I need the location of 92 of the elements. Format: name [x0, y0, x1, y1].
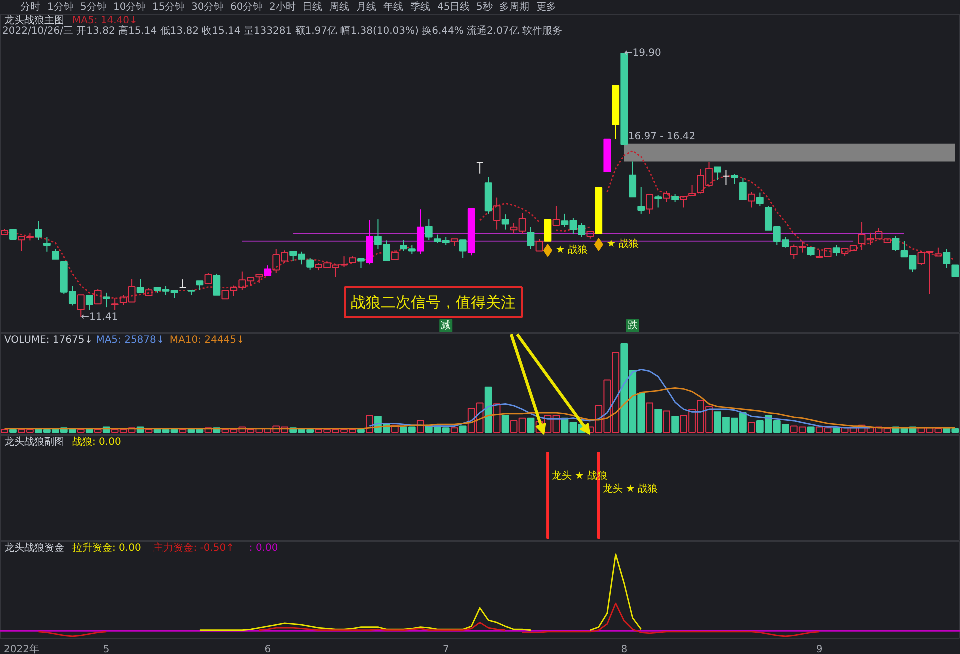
- text: 周线: [330, 1, 350, 13]
- candlestick: [952, 264, 960, 278]
- chart-title: 龙头战狼资金: [4, 542, 64, 554]
- candlestick: [629, 161, 637, 198]
- candlestick: [86, 295, 94, 311]
- candlestick: [552, 206, 560, 226]
- candlestick: [102, 292, 110, 308]
- x-tick-label: 9: [816, 644, 823, 654]
- annotation: ←19.90: [624, 48, 662, 59]
- bar: [493, 404, 501, 433]
- candlestick: [358, 258, 365, 269]
- bar: [807, 426, 815, 433]
- text: 10分钟: [114, 1, 146, 13]
- text: MA5: 25878↓: [96, 335, 165, 346]
- candlestick: [94, 288, 102, 305]
- data-label: 跌: [628, 319, 638, 332]
- text: 季线: [410, 1, 430, 13]
- text: 拉升资金: 0.00: [72, 542, 142, 554]
- candlestick: [476, 162, 484, 174]
- candlestick: [740, 178, 747, 200]
- chart-title: 龙头战狼副图: [4, 436, 64, 448]
- chart-subtitle: 2022/10/26/三 开13.82 高15.14 低13.82 收15.14 量133281 额1.97亿 幅1.38(10.03%) 换6.44% 流通2.07亿 软件服务: [2, 25, 562, 37]
- text: 月线: [356, 1, 376, 13]
- bar: [366, 415, 374, 433]
- text: 年线: [384, 1, 404, 13]
- bar: [832, 428, 840, 433]
- x-tick-label: 2022年: [4, 644, 40, 654]
- data-label: 减: [441, 319, 452, 332]
- candlestick: [196, 280, 204, 291]
- bar: [145, 429, 153, 433]
- text: 多周期: [500, 1, 530, 13]
- text: 60分钟: [230, 1, 264, 13]
- candlestick: [544, 219, 552, 242]
- bar: [672, 416, 679, 433]
- candlestick: [612, 85, 620, 140]
- bar: [748, 422, 756, 433]
- series-label: 16.97 - 16.42: [628, 132, 696, 143]
- text: MA10: 24445↓: [170, 335, 245, 346]
- text: 45日线: [438, 1, 470, 13]
- data-label: ★ 战狼: [556, 244, 588, 256]
- bar: [450, 428, 458, 433]
- text: 2小时: [270, 1, 296, 13]
- bar: [86, 429, 94, 433]
- text: 30分钟: [192, 1, 224, 13]
- candlestick: [595, 187, 603, 234]
- candlestick: [10, 229, 17, 240]
- x-tick-label: 8: [621, 644, 628, 654]
- candlestick: [450, 238, 458, 247]
- text: 分时: [20, 1, 40, 13]
- candlestick: [680, 196, 688, 208]
- bar: [654, 408, 662, 433]
- text: 日线: [302, 1, 322, 13]
- candlestick: [264, 265, 272, 276]
- bar: [1, 429, 8, 433]
- candlestick: [111, 298, 119, 311]
- x-tick-label: 6: [264, 644, 272, 654]
- bar: [502, 415, 510, 433]
- candlestick: [756, 192, 764, 207]
- x-tick-label: 7: [442, 644, 450, 654]
- bar: [10, 429, 17, 433]
- candlestick: [714, 166, 722, 181]
- chart-title: 龙头战狼主图: [4, 14, 64, 26]
- bar: [459, 426, 467, 433]
- bar: [77, 429, 85, 433]
- text: 主力资金: -0.50↑: [154, 542, 235, 554]
- candlestick: [604, 138, 612, 172]
- text: 5分钟: [80, 1, 107, 13]
- text: 1分钟: [48, 1, 74, 13]
- candlestick: [179, 279, 187, 288]
- bar: [94, 429, 102, 433]
- bar: [663, 410, 670, 433]
- text: MA5: 14.40↓: [72, 16, 138, 26]
- bar: [416, 420, 424, 433]
- bar: [358, 429, 365, 433]
- text: 战狼: 0.00: [72, 436, 122, 448]
- ref-line-label: : 0.00: [249, 543, 278, 554]
- annotation: 龙头 ★ 战狼: [602, 483, 658, 496]
- bar: [204, 428, 212, 433]
- text: 5秒: [476, 1, 493, 13]
- text: 更多: [536, 1, 556, 13]
- candlestick: [256, 274, 264, 284]
- candlestick: [722, 170, 730, 186]
- data-label: ★ 战狼: [606, 238, 640, 250]
- chart-title: VOLUME: 17675↓: [4, 335, 94, 346]
- bar: [179, 429, 187, 433]
- annotation: ←11.41: [81, 312, 118, 323]
- text: 15分钟: [152, 1, 186, 13]
- bar: [646, 402, 654, 433]
- bar: [392, 424, 399, 433]
- annotation: 战狼二次信号，值得关注: [351, 294, 516, 312]
- x-tick-label: 5: [103, 644, 110, 654]
- candlestick: [502, 214, 510, 230]
